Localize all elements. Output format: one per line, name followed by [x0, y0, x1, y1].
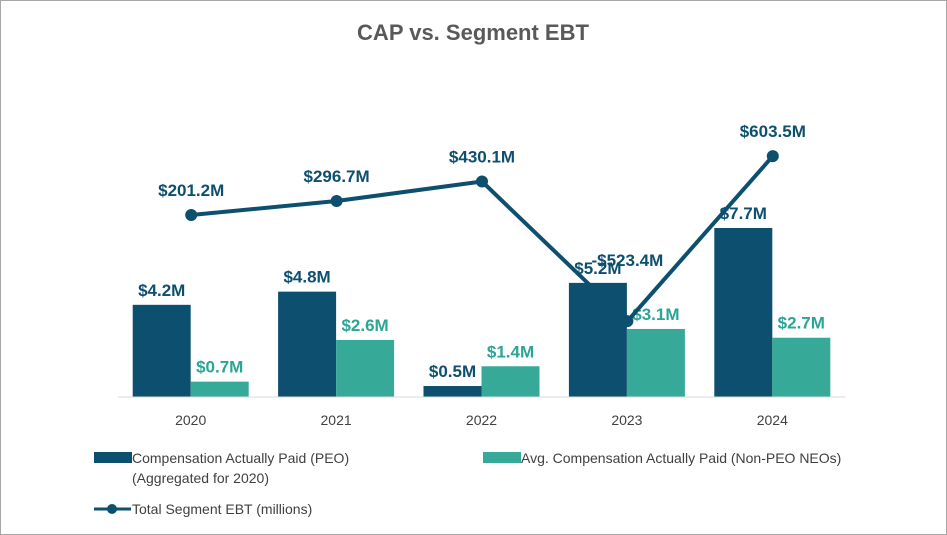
ebt-point-2023: [621, 315, 634, 328]
ebt-point-2021: [330, 195, 343, 208]
ebt-label-2020: $201.2M: [158, 181, 224, 200]
data-label-peo-2023: $5.2M: [574, 259, 621, 278]
bar-peo-2020: [132, 304, 191, 397]
bar-peo-2023: [568, 282, 627, 397]
data-label-neo-2022: $1.4M: [487, 342, 534, 361]
legend-label-neo: Avg. Compensation Actually Paid (Non-PEO…: [521, 450, 841, 466]
bar-peo-2021: [278, 291, 337, 397]
x-tick-2024: 2024: [757, 412, 788, 428]
bar-neo-2024: [772, 337, 831, 397]
ebt-label-2024: $603.5M: [740, 122, 806, 141]
data-label-neo-2024: $2.7M: [778, 314, 825, 333]
legend-label-ebt: Total Segment EBT (millions): [132, 501, 312, 517]
data-label-peo-2024: $7.7M: [720, 204, 767, 223]
chart-title: CAP vs. Segment EBT: [357, 20, 589, 45]
x-tick-2023: 2023: [611, 412, 642, 428]
x-tick-2020: 2020: [175, 412, 206, 428]
bar-neo-2023: [626, 328, 685, 397]
ebt-label-2021: $296.7M: [304, 167, 370, 186]
legend-swatch-peo: [94, 452, 132, 463]
ebt-label-2023: -$523.4M: [591, 251, 663, 270]
line-group: $201.2M $296.7M $430.1M -$523.4M $603.5M: [158, 122, 806, 328]
legend-label-peo-line2: (Aggregated for 2020): [132, 470, 269, 486]
x-ticks-group: 2020 2021 2022 2023 2024: [175, 412, 788, 428]
data-label-peo-2021: $4.8M: [283, 268, 330, 287]
ebt-point-2020: [185, 209, 198, 222]
bar-neo-2021: [336, 339, 395, 397]
legend-label-peo: Compensation Actually Paid (PEO): [132, 450, 349, 466]
data-label-neo-2023: $3.1M: [632, 305, 679, 324]
data-label-peo-2022: $0.5M: [429, 362, 476, 381]
ebt-point-2024: [766, 150, 779, 163]
x-tick-2022: 2022: [466, 412, 497, 428]
bar-neo-2020: [190, 381, 249, 397]
bar-peo-2022: [423, 386, 482, 397]
bars-group: $4.2M $0.7M $4.8M $2.6M $0.5M $1.4M $5.2M $3.1M…: [132, 204, 831, 397]
bar-peo-2024: [714, 228, 773, 397]
legend-swatch-neo: [483, 452, 521, 463]
x-tick-2021: 2021: [321, 412, 352, 428]
ebt-point-2022: [476, 175, 488, 188]
data-label-neo-2020: $0.7M: [196, 358, 243, 377]
ebt-label-2022: $430.1M: [449, 147, 515, 166]
bar-neo-2022: [481, 366, 540, 397]
data-label-neo-2021: $2.6M: [341, 316, 388, 335]
data-label-peo-2020: $4.2M: [138, 281, 185, 300]
legend-marker-ebt: [107, 504, 117, 514]
